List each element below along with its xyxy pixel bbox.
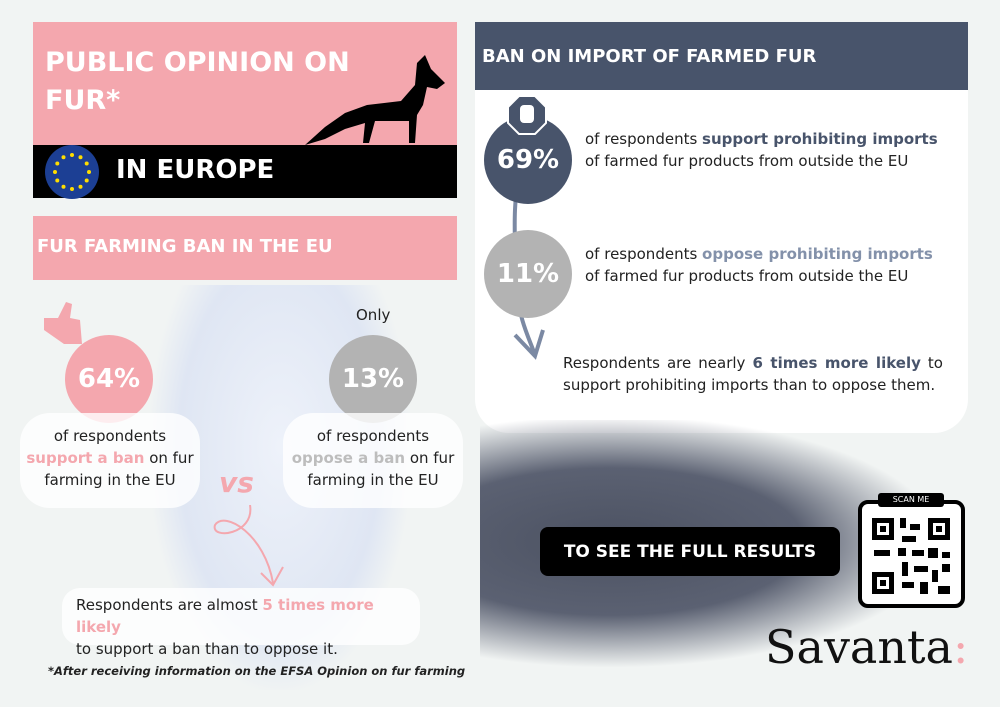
import-section-header [475,22,968,90]
curved-arrow-icon [213,505,284,587]
qr-code-icon [872,518,950,594]
region-label: IN EUROPE [116,155,275,185]
section-title: FUR FARMING BAN IN THE EU [37,236,333,257]
import-support-text: of respondents support prohibiting impor… [585,128,945,172]
import-section-title: BAN ON IMPORT OF FARMED FUR [482,46,817,67]
import-oppose-circle: 11% [484,230,572,318]
section-header [33,216,457,280]
text: of respondents [316,427,430,445]
savanta-logo: Savanta: [765,620,968,674]
eu-flag-icon [45,145,99,199]
logo-colon: : [952,620,969,674]
footnote: *After receiving information on the EFSA… [48,664,466,678]
text: to support a ban than to oppose it. [76,640,338,658]
title-banner [33,22,457,145]
import-oppose-highlight: oppose prohibiting imports [702,245,933,263]
oppose-percent-circle: 13% [329,335,417,423]
support-text-bubble: of respondents support a ban on fur farm… [20,413,200,508]
text: on fur farming in the EU [307,449,455,489]
logo-text: Savanta [765,620,953,674]
full-results-button[interactable]: TO SEE THE FULL RESULTS [540,527,840,576]
qr-code[interactable] [858,500,965,608]
page-title: PUBLIC OPINION ON FUR* [45,47,350,116]
region-band [33,145,457,198]
thumbs-up-icon [44,302,82,344]
stop-hand-icon [507,95,547,135]
import-oppose-text: of respondents oppose prohibiting import… [585,243,945,287]
summary-bubble: Respondents are almost 5 times more like… [62,588,420,658]
import-summary-highlight: 6 times more likely [752,354,921,372]
text: on fur farming in the EU [44,449,194,489]
summary-highlight: 5 times more likely [76,596,374,636]
text: of respondents [585,245,698,263]
text: of farmed fur products from outside the … [585,152,909,170]
support-highlight: support a ban [26,449,145,467]
text: to support prohibiting imports than to o… [563,354,943,394]
text: Respondents are nearly [563,354,746,372]
scan-me-label: SCAN ME [878,493,944,507]
oppose-highlight: oppose a ban [291,449,406,467]
only-label: Only [356,306,391,324]
vs-label: VS [219,466,254,499]
import-summary-text: Respondents are nearly 6 times more like… [563,352,943,396]
text: of respondents [585,130,698,148]
import-support-highlight: support prohibiting imports [702,130,938,148]
oppose-text-bubble: of respondents oppose a ban on fur farmi… [283,413,463,508]
text: of farmed fur products from outside the … [585,267,909,285]
fox-silhouette-icon [305,55,445,145]
support-percent-circle: 64% [65,335,153,423]
text: Respondents are almost [76,596,258,614]
text: of respondents [53,427,167,445]
